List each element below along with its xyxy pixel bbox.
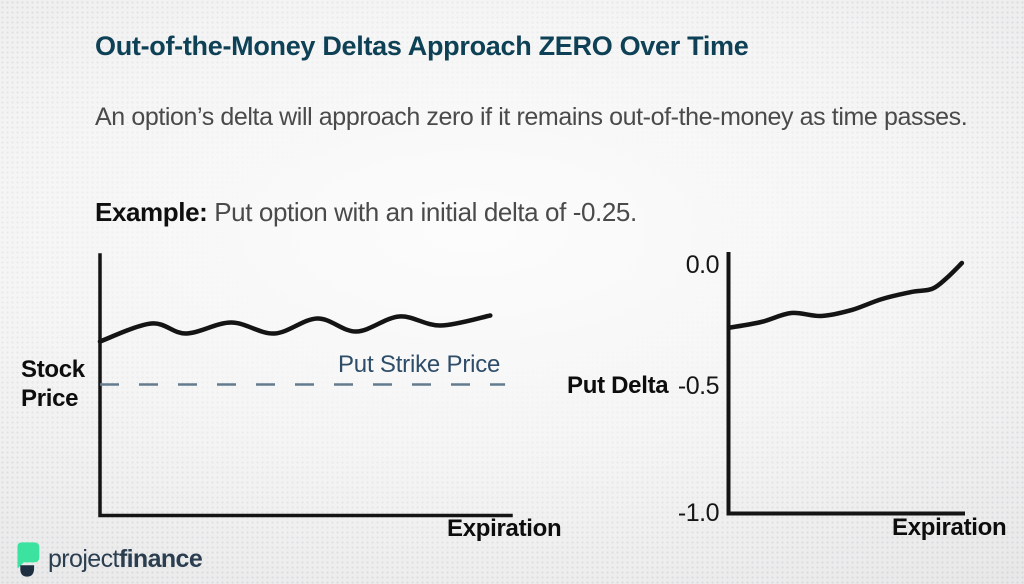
put-strike-price-label: Put Strike Price	[338, 351, 501, 378]
delta-chart-axes	[726, 252, 965, 516]
stock-chart-expiration-label: Expiration	[447, 515, 562, 542]
logo-word-finance: finance	[118, 545, 203, 573]
delta-chart-expiration-label: Expiration	[892, 514, 1007, 541]
example-label: Example:	[95, 197, 208, 227]
projectfinance-logo: projectfinance	[12, 541, 203, 579]
stock-price-axis-label: Stock Price	[21, 356, 85, 412]
page-title: Out-of-the-Money Deltas Approach ZERO Ov…	[95, 31, 749, 61]
body-text: An option’s delta will approach zero if …	[95, 103, 968, 131]
stock-price-curve	[97, 313, 493, 344]
projectfinance-logo-text: projectfinance	[48, 545, 203, 574]
put-delta-axis-label: Put Delta	[567, 372, 669, 399]
projectfinance-logo-icon	[17, 542, 40, 577]
delta-tick-neg10: -1.0	[677, 499, 720, 527]
put-delta-curve	[726, 260, 965, 330]
delta-tick-0: 0.0	[685, 251, 720, 279]
example-line: Example: Put option with an initial delt…	[95, 197, 637, 228]
example-text: Put option with an initial delta of -0.2…	[214, 197, 637, 227]
delta-tick-neg05: -0.5	[677, 372, 720, 400]
logo-word-project: project	[48, 545, 119, 573]
